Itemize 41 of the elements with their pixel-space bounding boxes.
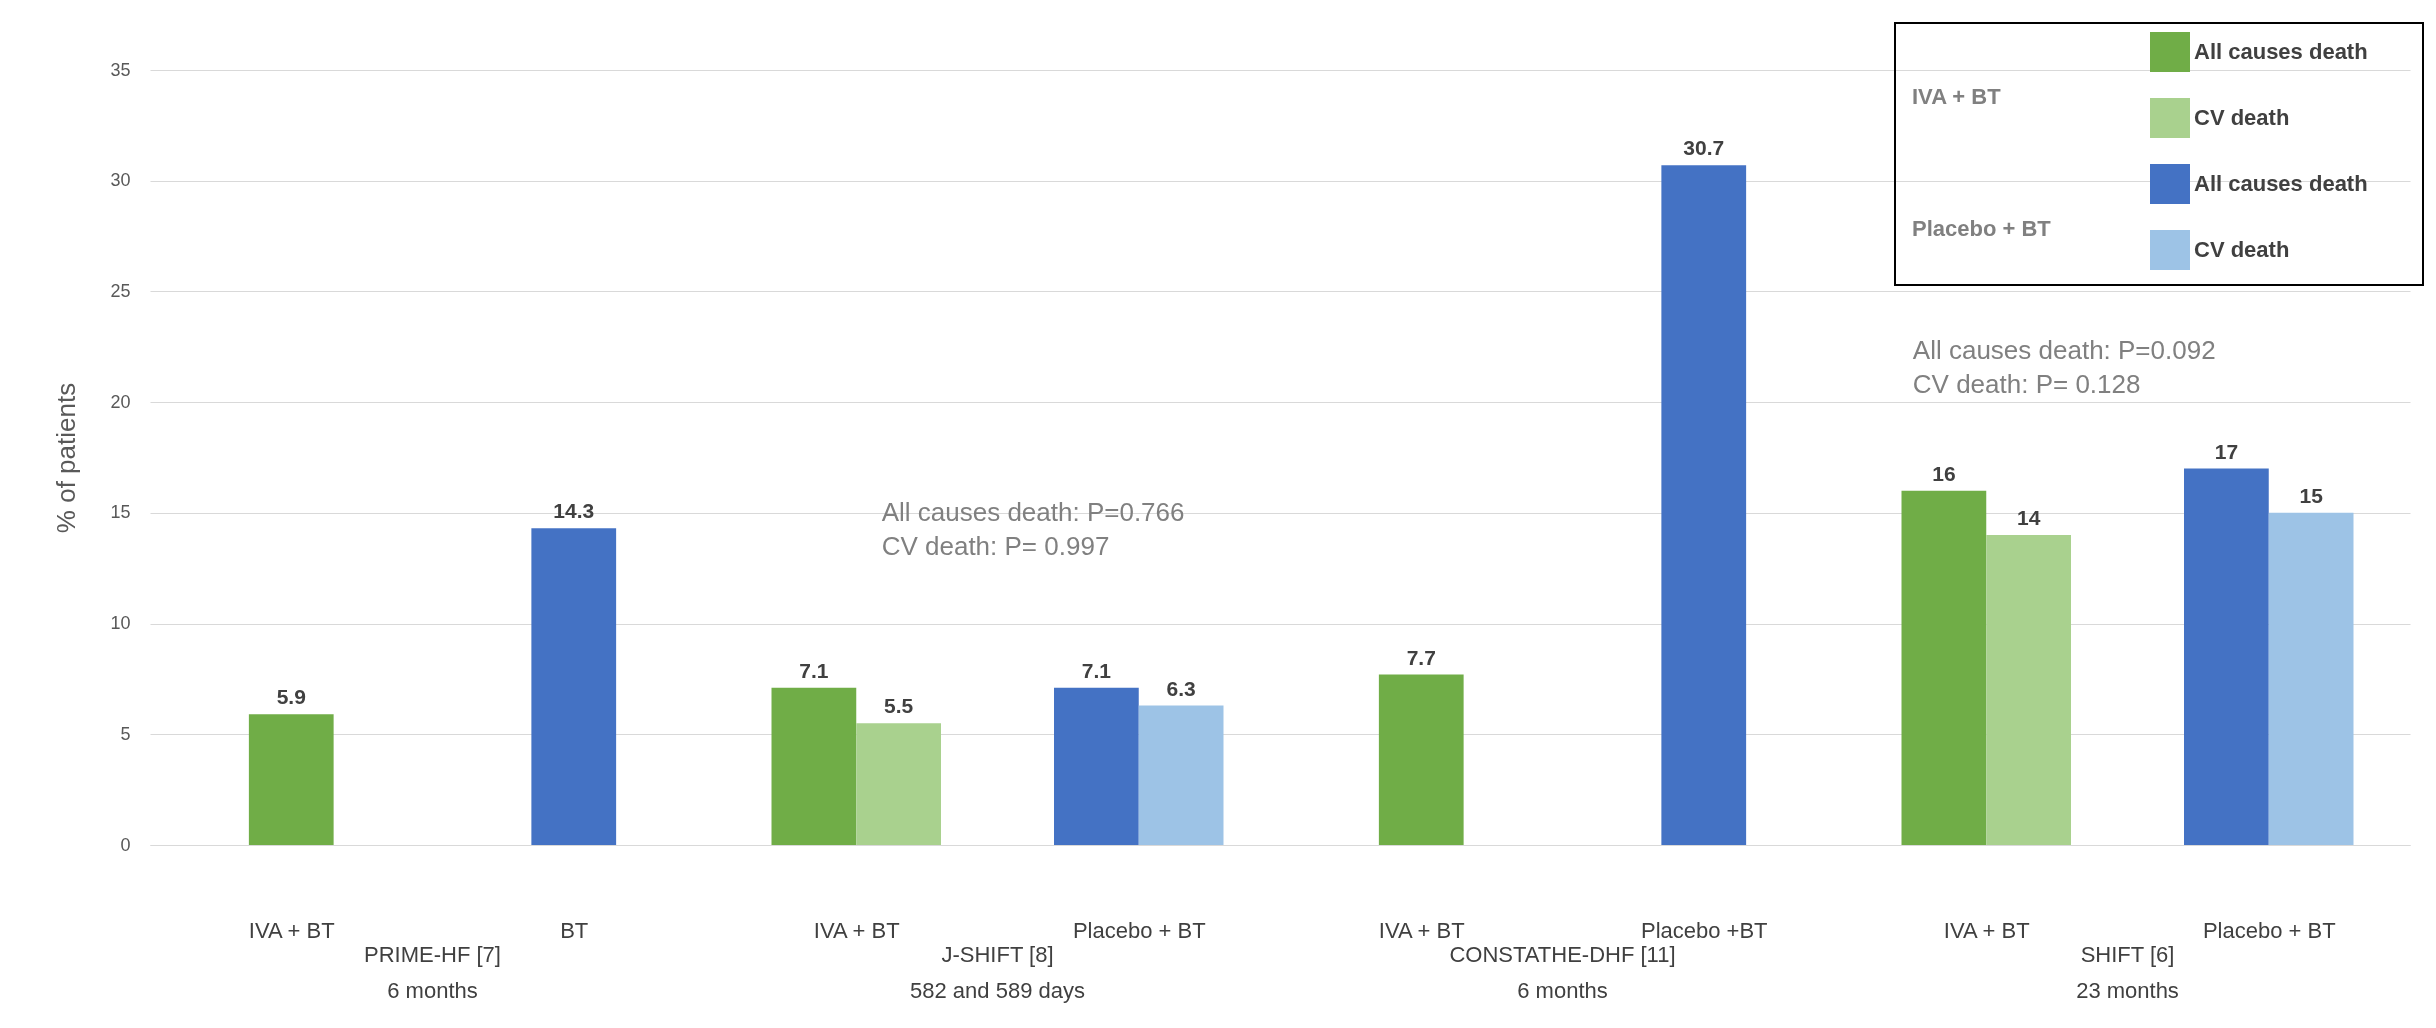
legend-label: All causes death [2194, 171, 2368, 196]
data-label: 7.1 [799, 658, 829, 682]
text: CONSTATHE-DHF [11] 6 months [1449, 942, 1676, 1003]
x-tick-label: IVA + BT [248, 917, 335, 943]
text: J-SHIFT [8] 582 and 589 days [910, 942, 1085, 1003]
legend-label: CV death [2194, 105, 2290, 130]
x-tick-label: IVA + BT [1378, 917, 1465, 943]
data-label: 14 [2016, 506, 2041, 529]
x-tick-label: IVA + BT [813, 917, 900, 943]
data-label: 7.7 [1406, 645, 1436, 669]
y-tick-label: 30 [110, 170, 131, 191]
y-axis-title: % of patients [51, 382, 82, 534]
data-label: 5.5 [884, 694, 914, 718]
y-tick-label: 35 [110, 59, 131, 80]
x-tick-label: BT [560, 917, 589, 943]
x-tick-label: IVA + BT [1943, 917, 2030, 943]
y-tick-label: 25 [110, 280, 131, 301]
data-label: 15 [2299, 483, 2324, 507]
annotation: IVA + BT [1912, 84, 2001, 110]
y-tick-label: 5 [120, 723, 131, 744]
legend-label: All causes death [2194, 39, 2368, 64]
data-label: 30.7 [1683, 136, 1725, 160]
y-tick-label: 10 [110, 613, 131, 634]
data-label: 16 [1932, 461, 1956, 485]
annotation: All causes death: P=0.766 CV death: P= 0.997 [881, 496, 1185, 561]
y-tick-label: 20 [110, 391, 131, 412]
annotation: All causes death: P=0.092 CV death: P= 0.128 [1912, 334, 2216, 399]
annotation: Placebo + BT [1912, 216, 2051, 242]
y-tick-label: 0 [120, 834, 131, 855]
data-label: 6.3 [1166, 676, 1196, 700]
data-label: 17 [2214, 439, 2239, 463]
text: SHIFT [6] 23 months [2076, 942, 2179, 1003]
x-tick-label: Placebo + BT [2202, 917, 2336, 943]
legend-label: CV death [2194, 237, 2290, 262]
data-label: 7.1 [1081, 658, 1112, 682]
y-tick-label: 15 [110, 502, 131, 523]
data-label: 5.9 [276, 685, 306, 709]
data-label: 14.3 [553, 499, 595, 523]
x-tick-label: Placebo +BT [1640, 917, 1768, 943]
x-tick-label: Placebo + BT [1072, 917, 1206, 943]
text: PRIME-HF [7] 6 months [364, 942, 501, 1003]
